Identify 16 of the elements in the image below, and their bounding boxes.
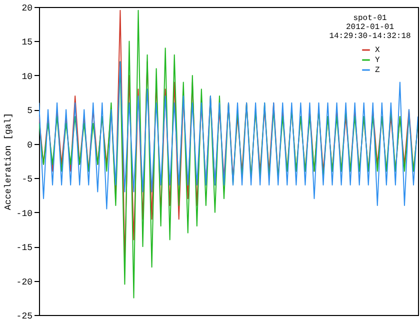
legend-label: Z	[375, 66, 380, 75]
y-tick-label: -5	[22, 174, 32, 185]
y-axis-title: Acceleration [gal]	[3, 112, 14, 210]
y-tick-label: -25	[16, 312, 32, 322]
legend-label: X	[375, 46, 380, 55]
y-tick-label: -15	[16, 243, 32, 254]
y-tick-label: 10	[22, 72, 32, 82]
legend-title: spot-01 2012-01-01 14:29:30-14:32:18	[329, 14, 411, 41]
y-tick-label: -20	[16, 277, 32, 288]
y-tick-label: 0	[27, 140, 32, 150]
y-tick-label: 20	[22, 4, 32, 14]
legend-label: Y	[375, 56, 380, 65]
y-tick-label: 5	[27, 106, 32, 116]
y-tick-label: 15	[22, 38, 32, 48]
y-tick-label: -10	[16, 208, 32, 219]
line-series	[39, 61, 418, 210]
